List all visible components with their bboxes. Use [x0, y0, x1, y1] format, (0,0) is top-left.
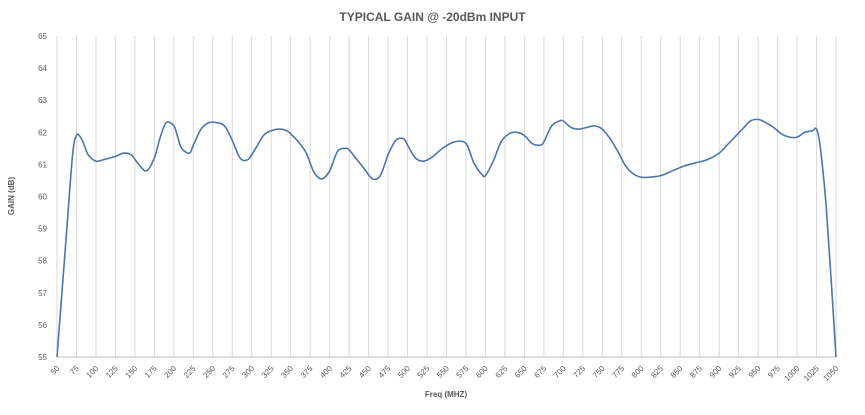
- x-tick-label: 525: [416, 364, 432, 380]
- x-tick-label: 75: [68, 364, 81, 377]
- x-axis-label: Freq (MHZ): [425, 390, 468, 399]
- grid-lines: [56, 36, 837, 357]
- x-tick-label: 800: [630, 364, 646, 380]
- y-tick-label: 62: [38, 128, 47, 137]
- x-tick-label: 1000: [783, 364, 802, 383]
- x-tick-label: 100: [85, 364, 101, 380]
- x-tick-label: 50: [49, 364, 62, 377]
- chart-title: TYPICAL GAIN @ -20dBm INPUT: [339, 10, 526, 24]
- x-tick-label: 750: [591, 364, 607, 380]
- y-tick-label: 63: [38, 96, 47, 105]
- axes: 50 75 100 125 150 175 200 225 250 275 300 325 350 375…: [38, 32, 841, 383]
- x-tick-label: 400: [318, 364, 334, 380]
- y-tick-label: 56: [38, 321, 47, 330]
- x-tick-label: 150: [124, 364, 140, 380]
- x-tick-label: 550: [435, 364, 451, 380]
- x-tick-label: 425: [338, 364, 354, 380]
- x-tick-label: 950: [747, 364, 763, 380]
- y-tick-label: 55: [38, 353, 47, 362]
- x-tick-label: 325: [260, 364, 276, 380]
- x-tick-label: 375: [299, 364, 315, 380]
- x-tick-label: 125: [104, 364, 120, 380]
- x-tick-label: 625: [494, 364, 510, 380]
- x-tick-label: 875: [688, 364, 704, 380]
- x-tick-label: 175: [143, 364, 159, 380]
- x-tick-label: 450: [357, 364, 373, 380]
- x-tick-label: 725: [571, 364, 587, 380]
- x-tick-label: 250: [201, 364, 217, 380]
- x-tick-label: 1025: [802, 364, 821, 383]
- x-tick-label: 475: [377, 364, 393, 380]
- y-tick-label: 64: [38, 64, 47, 73]
- x-tick-label: 700: [552, 364, 568, 380]
- y-tick-label: 58: [38, 257, 47, 266]
- x-tick-label: 500: [396, 364, 412, 380]
- series-layer: [56, 118, 837, 358]
- x-tick-label: 975: [766, 364, 782, 380]
- x-tick-label: 775: [610, 364, 626, 380]
- y-tick-label: 60: [38, 193, 47, 202]
- x-tick-label: 925: [727, 364, 743, 380]
- y-tick-label: 61: [38, 160, 47, 169]
- x-tick-label: 1050: [821, 364, 840, 383]
- x-tick-label: 225: [182, 364, 198, 380]
- x-tick-label: 675: [532, 364, 548, 380]
- x-tick-label: 300: [240, 364, 256, 380]
- y-axis-label: GAIN (dB): [7, 177, 16, 216]
- series-line-0: [56, 118, 837, 358]
- x-tick-label: 200: [162, 364, 178, 380]
- x-tick-label: 600: [474, 364, 490, 380]
- y-tick-label: 57: [38, 289, 47, 298]
- x-tick-label: 825: [649, 364, 665, 380]
- y-tick-label: 65: [38, 32, 47, 41]
- x-tick-label: 350: [279, 364, 295, 380]
- x-tick-label: 650: [513, 364, 529, 380]
- x-tick-label: 900: [708, 364, 724, 380]
- x-tick-label: 575: [455, 364, 471, 380]
- x-tick-label: 850: [669, 364, 685, 380]
- y-tick-label: 59: [38, 225, 47, 234]
- x-tick-label: 275: [221, 364, 237, 380]
